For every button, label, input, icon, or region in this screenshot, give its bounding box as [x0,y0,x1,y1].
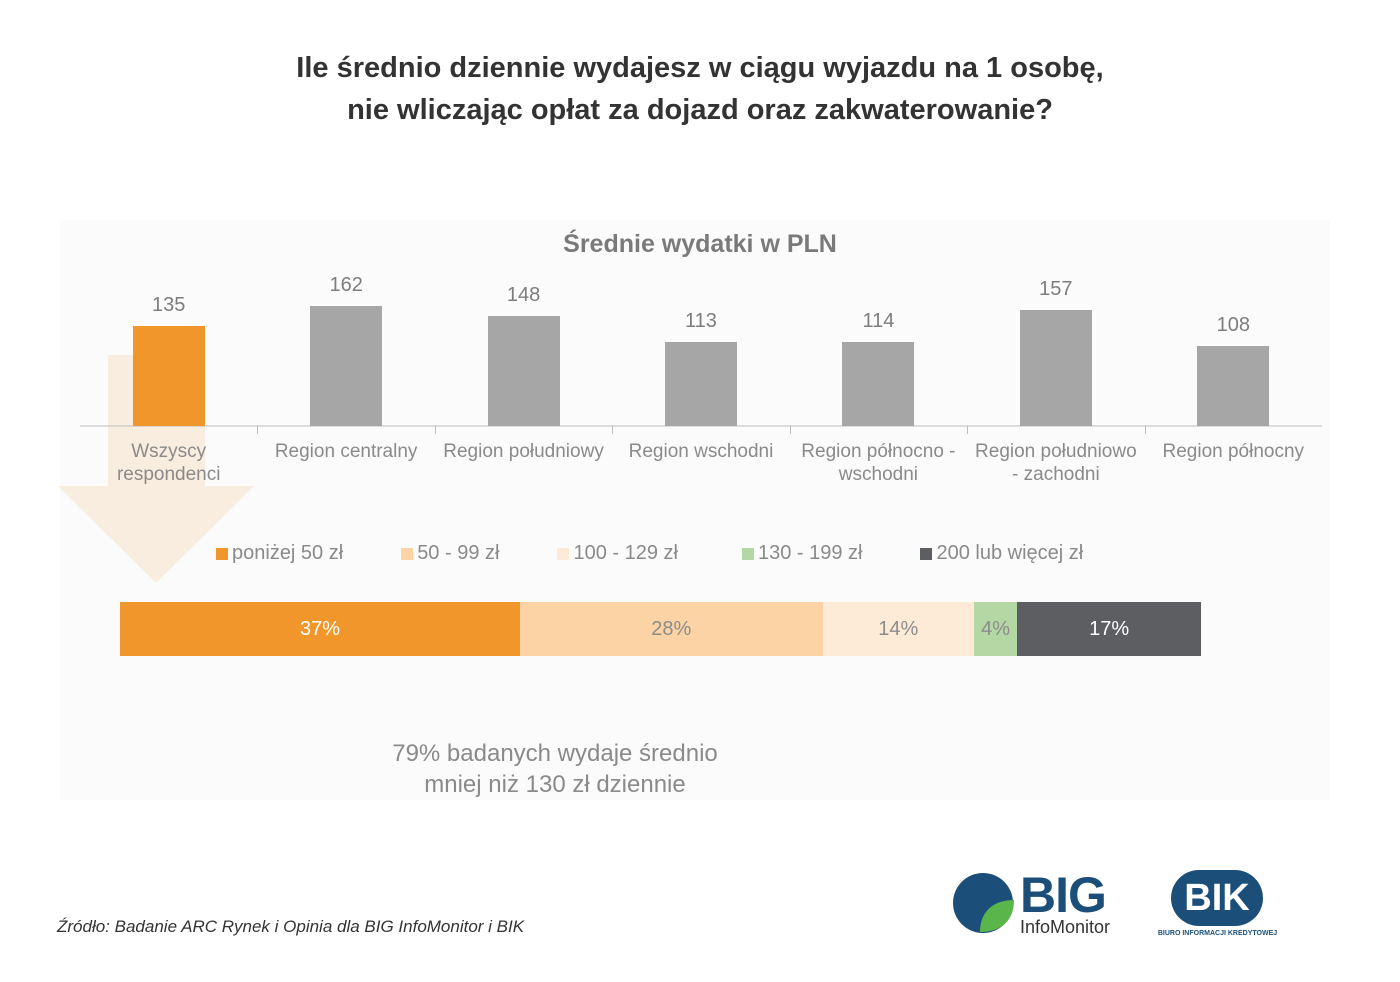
separator [257,426,259,434]
bar [132,326,205,426]
note: 79% badanych wydaje średnio mniej niż 13… [300,738,810,800]
note-line: 79% badanych wydaje średnio [392,740,718,767]
separator [612,426,614,434]
big-logo-sub: InfoMonitor [1020,917,1111,937]
legend-item: 200 lub więcej zł [920,542,1083,565]
x-tick-label: Region centralny [274,441,418,462]
bar [842,341,915,426]
separator [967,426,969,434]
bik-logo: BIK [1171,870,1263,926]
legend-swatch [557,547,570,560]
x-tick-label: Region południowy [443,441,604,462]
value-label: 17% [1089,618,1130,640]
separator [434,426,436,434]
chart-title: Średnie wydatki w PLN [563,230,837,258]
title-line: nie wliczając opłat za dojazd oraz zakwa… [347,94,1053,126]
bar [1019,309,1092,426]
separator [789,426,791,434]
legend-label: 200 lub więcej zł [936,542,1084,564]
legend-swatch [741,547,754,560]
legend-label: 50 - 99 zł [417,542,500,564]
segment [822,602,974,656]
bik-logo-sub: BIURO INFORMACJI KREDYTOWEJ [1157,930,1278,937]
legend-swatch [401,547,414,560]
legend: poniżej 50 zł 50 - 99 zł 100 - 129 zł 130 -… [216,542,1216,566]
legend-item: 50 - 99 zł [401,542,499,565]
big-icon [953,873,1014,933]
value-label: 14% [878,618,919,640]
bar [487,316,560,426]
value-label: 114 [862,309,895,332]
x-tick-label: Region wschodni [628,441,774,462]
bar [665,342,737,426]
legend-label: 100 - 129 zł [573,542,678,564]
source: Źródło: Badanie ARC Rynek i Opinia dla B… [57,917,525,936]
x-tick-label: Region północny [1162,441,1305,462]
value-label: 4% [981,618,1011,640]
value-label: 28% [651,618,692,640]
value-label: 135 [152,294,186,317]
segment [120,602,520,656]
segment [519,602,823,656]
x-tick-label: Region północno - wschodni [801,441,956,485]
bar [310,306,383,426]
value-label: 108 [1216,314,1250,337]
note-line: mniej niż 130 zł dziennie [424,771,686,798]
value-label: 37% [299,618,340,640]
value-label: 157 [1039,277,1073,300]
value-label: 148 [506,284,541,307]
bar [1197,346,1270,426]
value-label: 162 [329,274,363,297]
legend-item: 100 - 129 zł [557,542,678,565]
segment [973,602,1018,656]
legend-item: poniżej 50 zł [216,542,343,565]
big-logo: BIG [1020,867,1107,923]
title-line: Ile średnio dziennie wydajesz w ciągu wy… [296,52,1104,84]
legend-swatch [216,547,228,560]
legend-swatch [920,547,933,560]
x-tick-label: Wszyscy respondenci [116,441,221,485]
x-tick-label: Region południowo - zachodni [975,441,1137,485]
legend-item: 130 - 199 zł [741,542,863,565]
separator [1144,426,1146,434]
legend-label: 130 - 199 zł [757,542,863,564]
segment [1017,602,1201,656]
value-label: 113 [685,310,717,333]
legend-label: poniżej 50 zł [232,542,344,564]
panel [60,220,1330,800]
